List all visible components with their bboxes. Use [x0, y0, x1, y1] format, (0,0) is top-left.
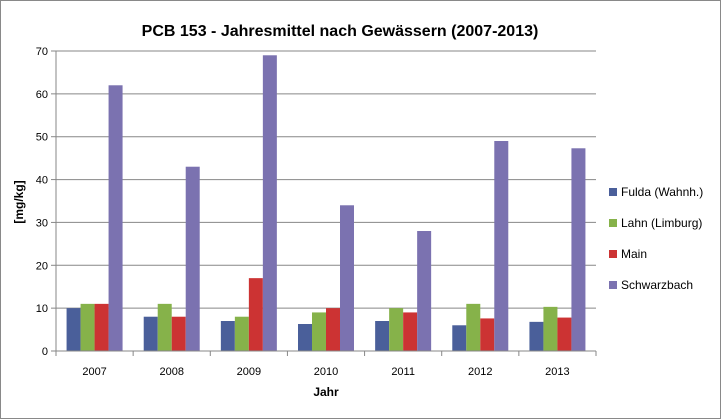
bar: [452, 325, 467, 351]
bar: [157, 303, 172, 351]
y-axis-title: [mg/kg]: [12, 180, 26, 223]
y-tick-label: 40: [36, 175, 48, 187]
legend-swatch: [609, 281, 617, 289]
gridlines: [56, 50, 596, 309]
bar: [234, 316, 249, 351]
legend-label: Fulda (Wahnh.): [621, 185, 703, 199]
y-tick-label: 70: [36, 46, 48, 58]
bar: [340, 205, 354, 351]
x-tick-label: 2007: [82, 366, 106, 378]
bar: [108, 85, 123, 352]
bar: [262, 55, 277, 352]
y-tick-label: 0: [42, 346, 48, 358]
y-tick-label: 20: [36, 260, 48, 272]
legend-label: Lahn (Limburg): [621, 216, 702, 230]
y-tick-label: 60: [36, 89, 48, 101]
bar: [298, 324, 312, 351]
bar: [80, 303, 95, 351]
bar: [94, 303, 109, 351]
bar: [375, 321, 390, 351]
y-tick-label: 30: [36, 217, 48, 229]
y-tick-label: 50: [36, 132, 48, 144]
x-tick-label: 2009: [237, 366, 261, 378]
bar: [494, 141, 509, 351]
axes: [51, 50, 597, 356]
bar: [389, 308, 404, 351]
bar: [417, 231, 432, 351]
x-tick-label: 2013: [545, 366, 569, 378]
x-tick-label: 2011: [391, 366, 415, 378]
bars: [66, 55, 586, 352]
legend-label: Main: [621, 247, 647, 261]
bar: [66, 308, 81, 351]
x-tick-labels: 2007 2008 2009 2010 2011 2012 2013: [82, 366, 569, 378]
bar: [185, 166, 200, 351]
bar: [248, 278, 263, 351]
x-tick-label: 2008: [159, 366, 183, 378]
bar: [466, 303, 481, 351]
bar: [312, 312, 326, 351]
bar: [326, 308, 340, 351]
y-tick-label: 10: [36, 303, 48, 315]
bar: [403, 312, 418, 351]
legend-swatch: [609, 250, 617, 258]
legend: Fulda (Wahnh.) Lahn (Limburg) Main Schwarzb…: [609, 185, 703, 292]
bar: [171, 316, 186, 351]
bar: [143, 316, 158, 351]
legend-label: Schwarzbach: [621, 278, 693, 292]
bar: [220, 321, 235, 351]
y-tick-labels: 0 10 20 30 40 50 60 70: [36, 46, 48, 358]
legend-swatch: [609, 219, 617, 227]
bar: [543, 306, 558, 351]
chart-title: PCB 153 - Jahresmittel nach Gewässern (2…: [142, 23, 539, 40]
bar: [480, 318, 495, 351]
bar: [557, 317, 572, 351]
legend-swatch: [609, 188, 617, 196]
bar: [571, 148, 586, 351]
bar: [529, 321, 544, 351]
x-tick-label: 2010: [314, 366, 338, 378]
x-axis-title: Jahr: [313, 385, 339, 399]
x-tick-label: 2012: [468, 366, 492, 378]
